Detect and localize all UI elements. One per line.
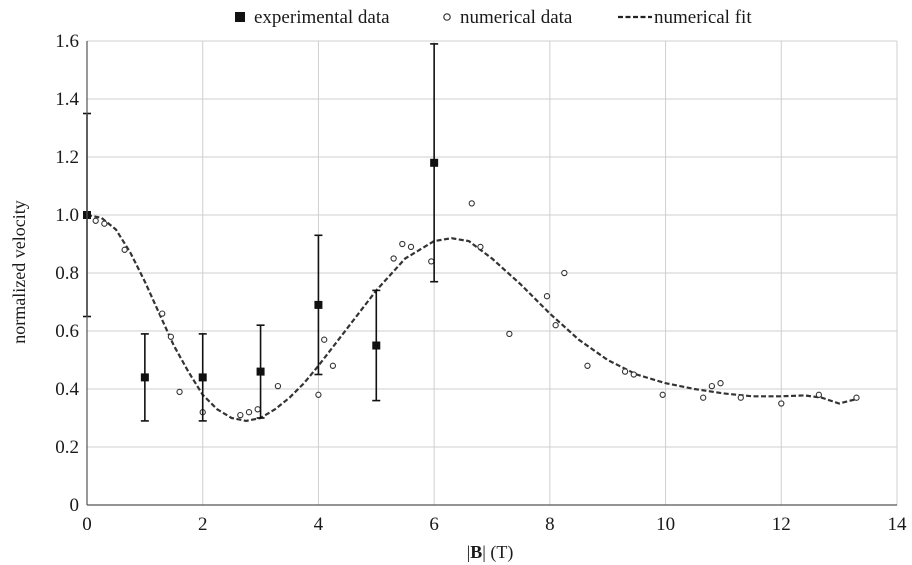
numerical-data-point bbox=[321, 336, 328, 343]
numerical-data-point bbox=[101, 220, 108, 227]
y-tick-label: 0.4 bbox=[55, 379, 79, 400]
y-tick-label: 0.6 bbox=[55, 321, 79, 342]
numerical-data-point bbox=[853, 394, 860, 401]
x-tick-label: 14 bbox=[888, 514, 908, 535]
numerical-fit-line bbox=[86, 213, 857, 422]
x-tick-label: 12 bbox=[772, 514, 791, 535]
numerical-data-point bbox=[315, 391, 322, 398]
y-tick-label: 1.4 bbox=[55, 89, 79, 110]
numerical-data-point bbox=[428, 258, 435, 265]
x-tick-label: 10 bbox=[656, 514, 675, 535]
legend: experimental data numerical data numeric… bbox=[235, 7, 752, 28]
numerical-data-point bbox=[92, 217, 99, 224]
numerical-data-point bbox=[159, 310, 166, 317]
grid bbox=[87, 40, 898, 505]
legend-fit-label: numerical fit bbox=[654, 7, 752, 28]
x-tick-label: 0 bbox=[82, 514, 92, 535]
experimental-data-point bbox=[430, 158, 439, 167]
numerical-data-point bbox=[737, 394, 744, 401]
y-tick-label: 0.8 bbox=[55, 263, 79, 284]
y-tick-label: 0 bbox=[70, 495, 80, 516]
numerical-data-point bbox=[245, 409, 253, 416]
numerical-data-point bbox=[407, 243, 415, 251]
y-tick-label: 1.0 bbox=[55, 205, 79, 226]
y-tick-label: 1.6 bbox=[55, 31, 79, 52]
x-tick-label: 2 bbox=[198, 514, 208, 535]
numerical-data-point bbox=[543, 293, 551, 300]
numerical-data-point bbox=[700, 394, 707, 401]
axes: 0 2 4 6 8 10 12 14 0 0.2 0.4 0.6 0.8 1.0 1.2 1.4 1.6 bbox=[55, 31, 907, 535]
legend-numerical-label: numerical data bbox=[460, 7, 573, 28]
legend-numerical-marker bbox=[443, 13, 451, 21]
numerical-data-point bbox=[630, 371, 637, 378]
numerical-data-point bbox=[237, 411, 244, 419]
numerical-data-point bbox=[584, 362, 591, 369]
numerical-data-point bbox=[274, 382, 282, 390]
y-axis-title: normalized velocity bbox=[9, 200, 29, 343]
experimental-data-point bbox=[314, 300, 323, 309]
experimental-data-point bbox=[256, 367, 265, 376]
legend-experimental-marker bbox=[235, 12, 245, 22]
numerical-data-point bbox=[121, 246, 128, 253]
numerical-data-point bbox=[552, 322, 559, 329]
numerical-data-point bbox=[506, 330, 513, 338]
numerical-data-point bbox=[815, 391, 823, 398]
numerical-data-point bbox=[561, 269, 568, 277]
experimental-data-point bbox=[198, 373, 207, 382]
y-tick-label: 1.2 bbox=[55, 147, 79, 168]
y-tick-label: 0.2 bbox=[55, 437, 79, 458]
numerical-data-point bbox=[167, 333, 175, 340]
x-axis-title: |B| (T) bbox=[467, 542, 514, 563]
points bbox=[83, 43, 860, 422]
numerical-data-point bbox=[477, 243, 484, 251]
numerical-data-point bbox=[708, 382, 716, 390]
numerical-data-point bbox=[659, 391, 666, 398]
numerical-data-point bbox=[254, 406, 261, 413]
experimental-data-point bbox=[140, 373, 149, 382]
experimental-data-point bbox=[372, 341, 381, 350]
legend-experimental-label: experimental data bbox=[254, 7, 390, 28]
numerical-data-point bbox=[399, 240, 406, 248]
x-tick-label: 8 bbox=[545, 514, 555, 535]
numerical-data-point bbox=[621, 368, 629, 375]
numerical-data-point bbox=[390, 255, 397, 262]
x-tick-label: 4 bbox=[314, 514, 324, 535]
fit-series bbox=[86, 213, 857, 422]
numerical-data-point bbox=[329, 362, 337, 369]
numerical-data-point bbox=[468, 200, 475, 207]
numerical-data-point bbox=[778, 400, 785, 407]
x-tick-label: 6 bbox=[429, 514, 439, 535]
numerical-data-point bbox=[717, 380, 724, 387]
numerical-data-point bbox=[176, 388, 183, 396]
